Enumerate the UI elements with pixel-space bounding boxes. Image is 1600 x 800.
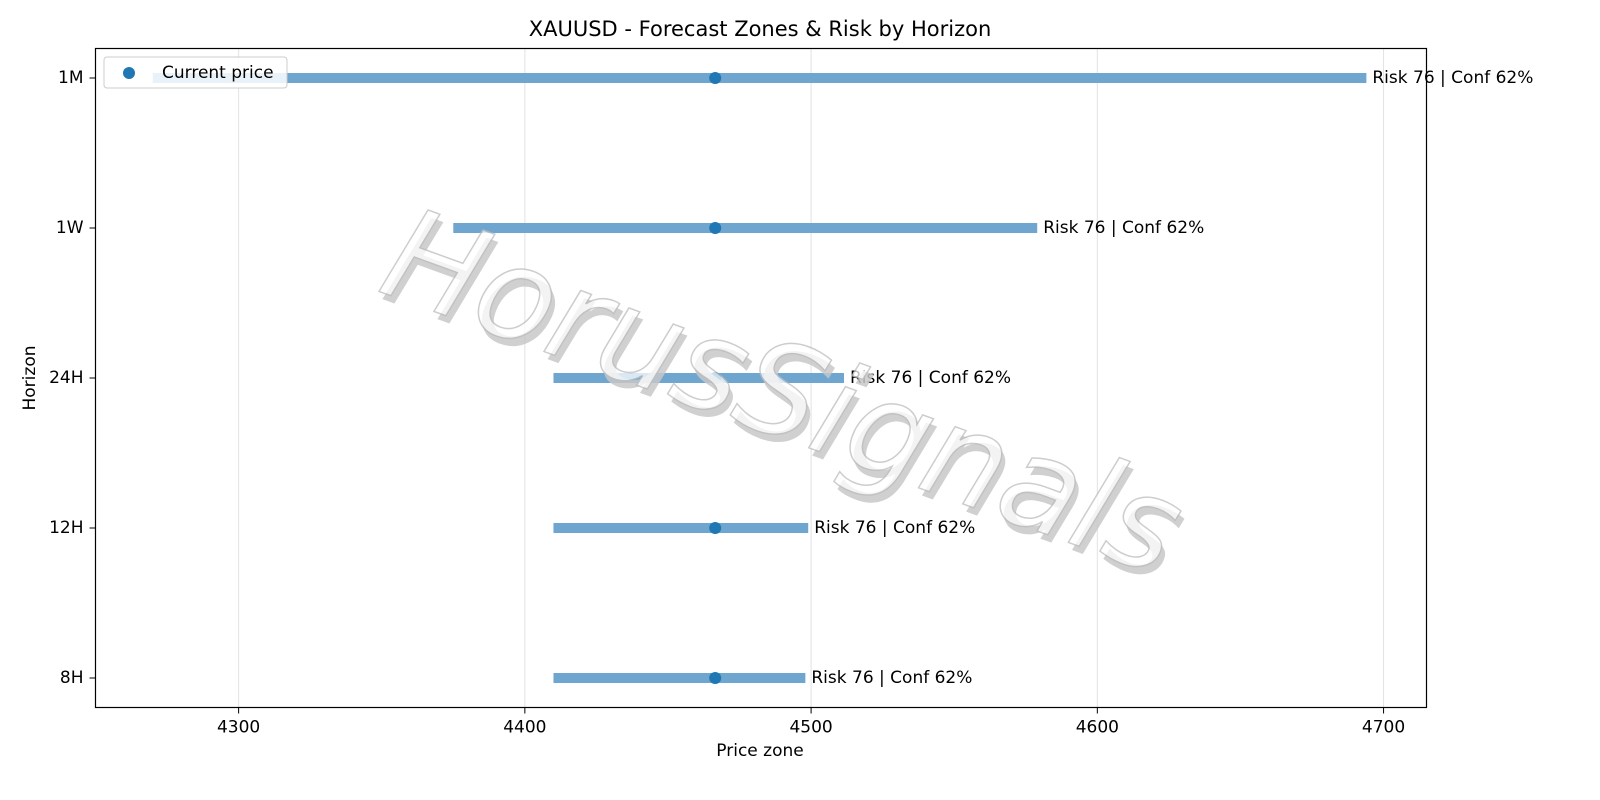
zone-annotation: Risk 76 | Conf 62%: [850, 368, 1011, 388]
zone-annotation: Risk 76 | Conf 62%: [1043, 218, 1204, 238]
y-tick-label: 8H: [60, 668, 84, 688]
forecast-zone: [453, 223, 1038, 233]
current-price-dot: [709, 522, 722, 534]
forecast-zone: [553, 673, 806, 683]
y-tick-label: 24H: [49, 368, 83, 388]
x-axis-label: Price zone: [716, 741, 803, 761]
current-price-dot: [709, 672, 722, 684]
forecast-zone: [152, 73, 1367, 83]
x-tick-label: 4500: [789, 718, 832, 738]
x-tick-label: 4300: [217, 718, 260, 738]
legend-marker: [123, 67, 135, 79]
marks: Risk 76 | Conf 62% Risk 76 | Conf 62% Risk…: [152, 68, 1533, 688]
y-tick-label: 1W: [56, 218, 84, 238]
x-tick-label: 4400: [503, 718, 546, 738]
zone-annotation: Risk 76 | Conf 62%: [814, 518, 975, 538]
x-tick-label: 4600: [1076, 718, 1119, 738]
chart-title: XAUUSD - Forecast Zones & Risk by Horizo…: [529, 17, 992, 41]
y-tick-label: 1M: [58, 68, 83, 88]
legend-label: Current price: [162, 63, 274, 83]
zone-annotation: Risk 76 | Conf 62%: [1372, 68, 1533, 88]
legend-box: [103, 56, 288, 89]
current-price-dot: [709, 72, 722, 84]
x-tick-label: 4700: [1362, 718, 1405, 738]
forecast-zone: [553, 373, 845, 383]
plot-frame: [94, 47, 1428, 709]
legend: Current price: [103, 56, 288, 89]
zone-annotation: Risk 76 | Conf 62%: [811, 668, 972, 688]
grid: 4300 4400 4500 4600 4700 1M 1W 24H 12H 8H: [49, 48, 1405, 738]
forecast-zone: [553, 523, 809, 533]
current-price-dot: [709, 372, 722, 384]
current-price-dot: [709, 222, 722, 234]
y-axis-label: Horizon: [20, 346, 40, 411]
y-tick-label: 12H: [49, 518, 83, 538]
